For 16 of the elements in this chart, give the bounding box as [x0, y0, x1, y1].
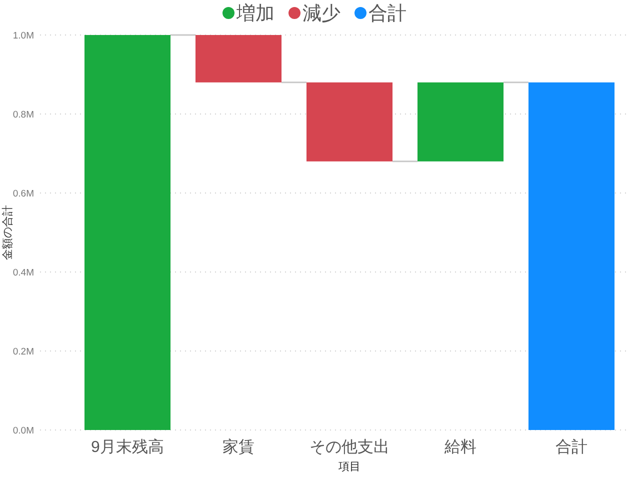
y-tick-label: 0.6M [12, 188, 34, 200]
legend-label: 合計 [368, 4, 406, 24]
x-tick-label: 合計 [556, 438, 588, 456]
x-tick-label: 9月末残高 [91, 438, 164, 456]
y-axis-title: 金額の合計 [1, 205, 14, 260]
y-tick-label: 0.2M [12, 346, 34, 358]
legend-label: 増加 [236, 2, 274, 24]
x-tick-label: 家賃 [222, 438, 254, 456]
x-tick-label: その他支出 [310, 438, 390, 456]
y-tick-label: 0.0M [12, 426, 34, 436]
y-tick-label: 0.4M [12, 268, 34, 278]
y-tick-label: 0.8M [12, 110, 34, 120]
legend-label: 減少 [302, 4, 340, 24]
x-axis-title: 項目 [338, 461, 360, 473]
x-tick-label: 給料 [444, 438, 476, 456]
y-tick-label: 1.0M [12, 30, 34, 42]
